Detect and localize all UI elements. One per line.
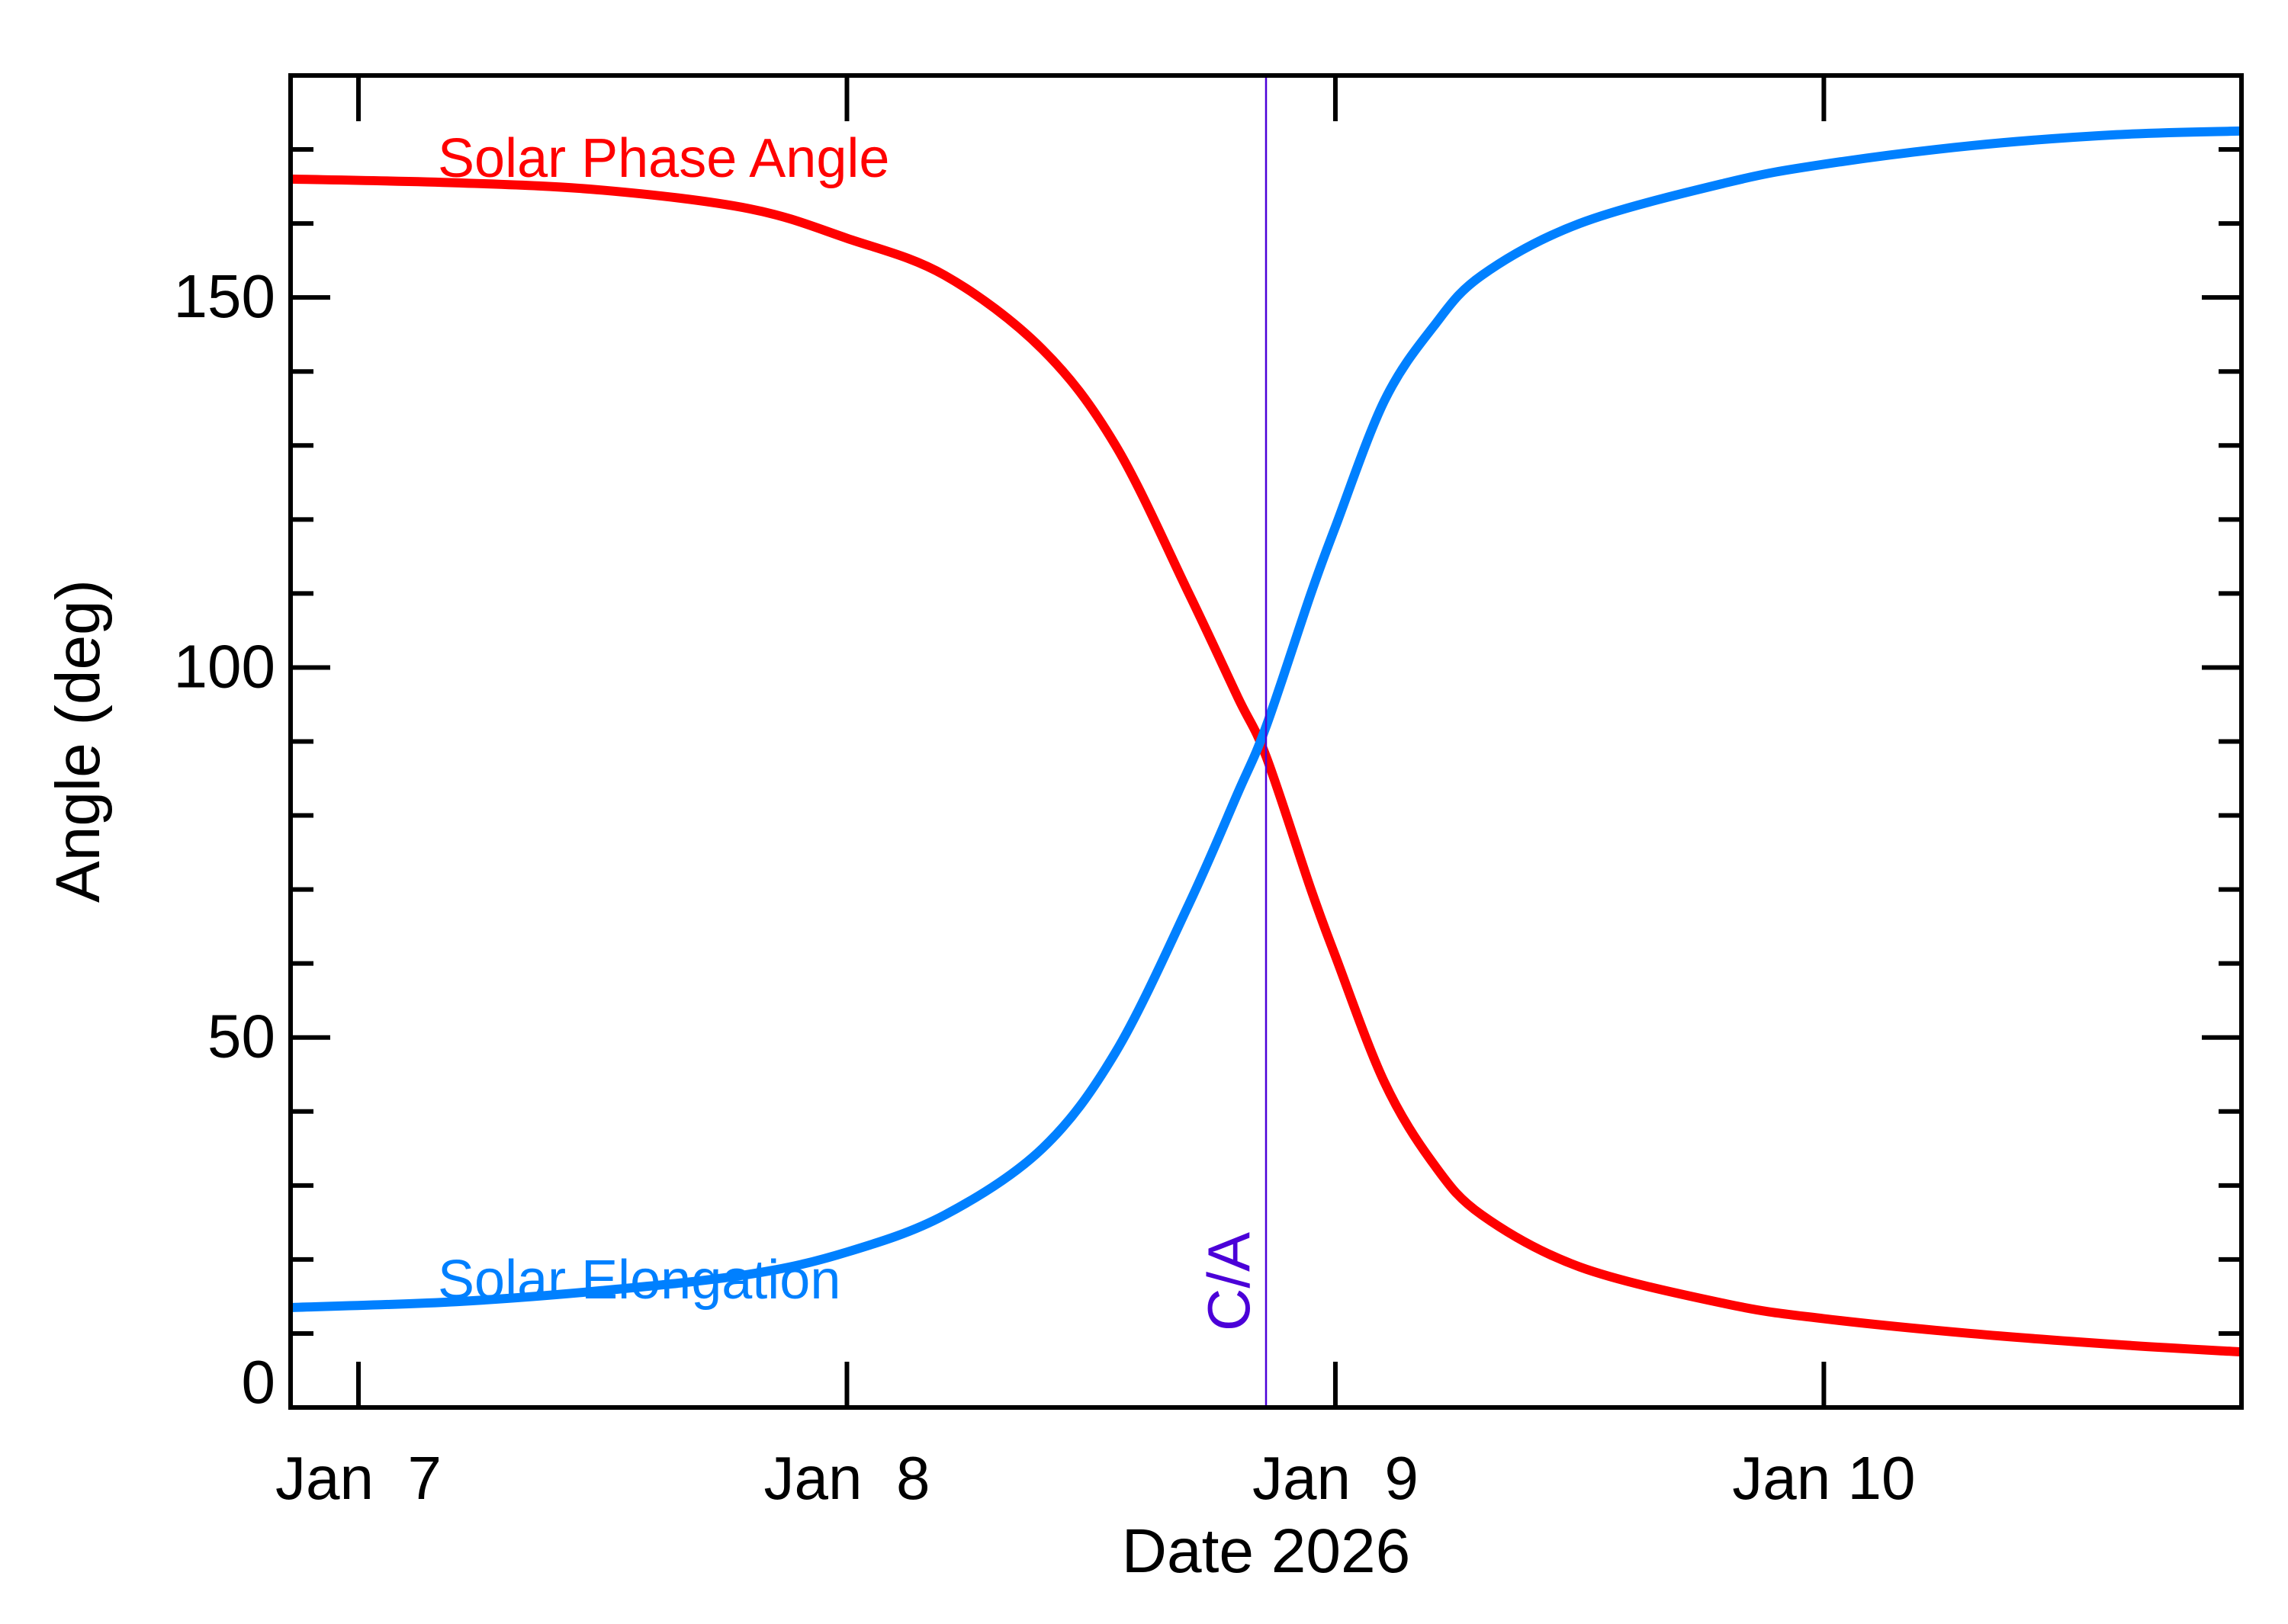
series-line-0 — [290, 174, 2242, 1357]
x-tick-label: Jan 8 — [764, 1444, 930, 1512]
x-tick-label: Jan 9 — [1252, 1444, 1419, 1512]
series-curves — [290, 126, 2242, 1357]
series-line-1 — [290, 126, 2242, 1312]
y-tick-label: 150 — [174, 262, 275, 330]
x-tick-label: Jan 10 — [1732, 1444, 1915, 1512]
x-axis-label: Date 2026 — [1122, 1516, 1410, 1586]
legend-solar-elongation: Solar Elongation — [438, 1250, 840, 1311]
y-axis-label: Angle (deg) — [43, 579, 113, 903]
axis-ticks — [291, 75, 2241, 1407]
legend-solar-phase-angle: Solar Phase Angle — [438, 128, 889, 189]
plot-frame — [288, 73, 2244, 1410]
y-tick-label: 50 — [207, 1003, 275, 1070]
tick-labels: 0 50 100 150 Jan 7 Jan 8 Jan 9 Jan 10 — [174, 262, 1916, 1512]
y-tick-label: 0 — [242, 1348, 276, 1416]
y-tick-label: 100 — [174, 632, 275, 700]
closest-approach-label: C/A — [1195, 1232, 1262, 1331]
x-tick-label: Jan 7 — [275, 1444, 442, 1512]
